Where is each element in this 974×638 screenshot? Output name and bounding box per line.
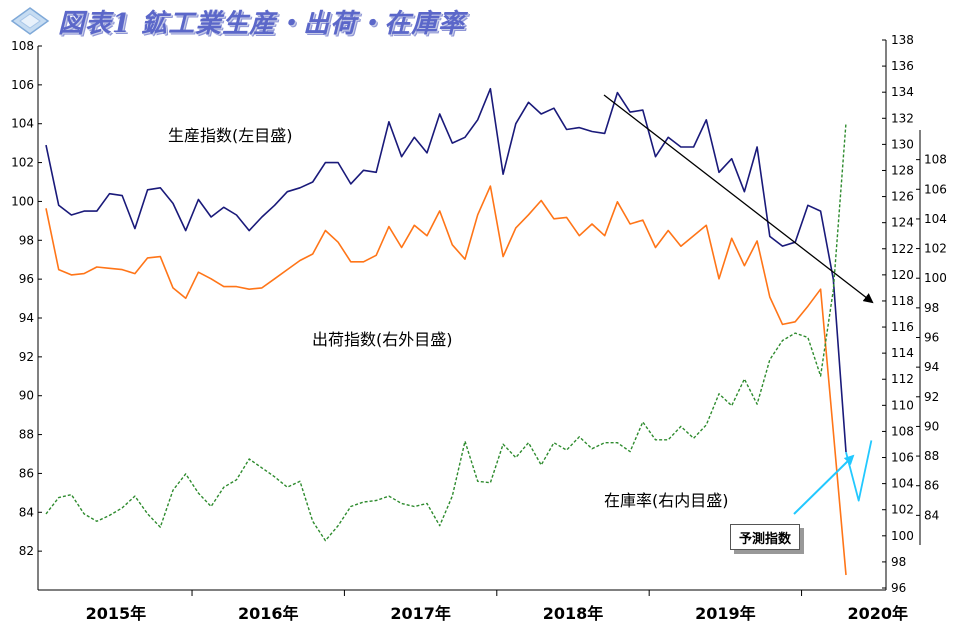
- right-outer-axis-tick-label: 102: [891, 503, 914, 517]
- series-line-shipments: [45, 185, 847, 576]
- forecast-pointer-arrow: [793, 454, 855, 515]
- right-outer-axis-tick-label: 120: [891, 268, 914, 282]
- right-inner-axis-tick-label: 100: [924, 271, 947, 285]
- left-axis-tick-label: 96: [19, 272, 34, 286]
- right-outer-axis-tick-label: 136: [891, 59, 914, 73]
- left-axis-tick-label: 88: [19, 428, 34, 442]
- right-outer-axis-tick-label: 98: [891, 555, 906, 569]
- right-inner-axis-tick-label: 98: [924, 301, 939, 315]
- right-outer-axis-tick-label: 110: [891, 398, 914, 412]
- right-outer-axis-tick-label: 128: [891, 163, 914, 177]
- right-outer-axis-tick-label: 96: [891, 581, 906, 595]
- right-inner-axis-tick-label: 86: [924, 479, 939, 493]
- right-outer-axis-tick-label: 106: [891, 451, 914, 465]
- series-line-forecast: [845, 440, 873, 502]
- right-outer-axis-tick-label: 122: [891, 242, 914, 256]
- right-outer-axis-tick-label: 126: [891, 190, 914, 204]
- right-inner-axis-tick-label: 94: [924, 360, 939, 374]
- right-outer-axis-tick-label: 116: [891, 320, 914, 334]
- right-outer-axis-tick-label: 118: [891, 294, 914, 308]
- right-outer-axis-tick-label: 100: [891, 529, 914, 543]
- x-axis-year-label: 2020年: [847, 604, 908, 623]
- right-inner-axis-tick-label: 88: [924, 449, 939, 463]
- right-inner-axis-tick-label: 106: [924, 182, 947, 196]
- left-axis-tick-label: 90: [19, 389, 34, 403]
- right-inner-axis-tick-label: 92: [924, 390, 939, 404]
- left-axis-tick-label: 108: [11, 39, 34, 53]
- shipments-annotation: 出荷指数(右外目盛): [312, 330, 453, 349]
- right-outer-axis-tick-label: 114: [891, 346, 914, 360]
- chart-title-text: 図表1 鉱工業生産・出荷・在庫率: [58, 8, 466, 39]
- right-inner-axis-tick-label: 84: [924, 508, 939, 522]
- left-axis-tick-label: 104: [11, 117, 34, 131]
- right-inner-axis-tick-label: 96: [924, 331, 939, 345]
- x-axis-year-label: 2015年: [86, 604, 147, 623]
- left-axis-tick-label: 82: [19, 544, 34, 558]
- left-axis-tick-label: 102: [11, 156, 34, 170]
- right-inner-axis-tick-label: 90: [924, 419, 939, 433]
- right-inner-axis-tick-label: 108: [924, 153, 947, 167]
- forecast-label-box: 予測指数: [730, 524, 800, 550]
- right-inner-axis-tick-label: 102: [924, 242, 947, 256]
- right-outer-axis-tick-label: 130: [891, 137, 914, 151]
- production-annotation: 生産指数(左目盛): [168, 126, 293, 145]
- right-outer-axis-tick-label: 112: [891, 372, 914, 386]
- left-axis-tick-label: 94: [19, 311, 34, 325]
- inventory-annotation: 在庫率(右内目盛): [604, 491, 729, 510]
- right-outer-axis-tick-label: 132: [891, 111, 914, 125]
- series-line-inventory: [45, 122, 847, 542]
- x-axis-year-label: 2018年: [543, 604, 604, 623]
- right-outer-axis-tick-label: 104: [891, 477, 914, 491]
- chart-title: 図表1 鉱工業生産・出荷・在庫率: [10, 4, 466, 39]
- diamond-icon: [10, 7, 50, 35]
- right-outer-axis-tick-label: 108: [891, 424, 914, 438]
- right-outer-axis-tick-label: 134: [891, 85, 914, 99]
- x-axis-year-label: 2019年: [695, 604, 756, 623]
- series-line-production: [45, 87, 847, 453]
- right-outer-axis-tick-label: 124: [891, 216, 914, 230]
- left-axis-tick-label: 92: [19, 350, 34, 364]
- right-outer-axis-tick-label: 138: [891, 33, 914, 47]
- trend-arrow: [603, 94, 874, 304]
- x-axis-year-label: 2016年: [238, 604, 299, 623]
- left-axis-tick-label: 84: [19, 505, 34, 519]
- left-axis-tick-label: 98: [19, 233, 34, 247]
- right-inner-axis-tick-label: 104: [924, 212, 947, 226]
- left-axis-tick-label: 106: [11, 78, 34, 92]
- left-axis-tick-label: 100: [11, 194, 34, 208]
- x-axis-year-label: 2017年: [390, 604, 451, 623]
- left-axis-tick-label: 86: [19, 466, 34, 480]
